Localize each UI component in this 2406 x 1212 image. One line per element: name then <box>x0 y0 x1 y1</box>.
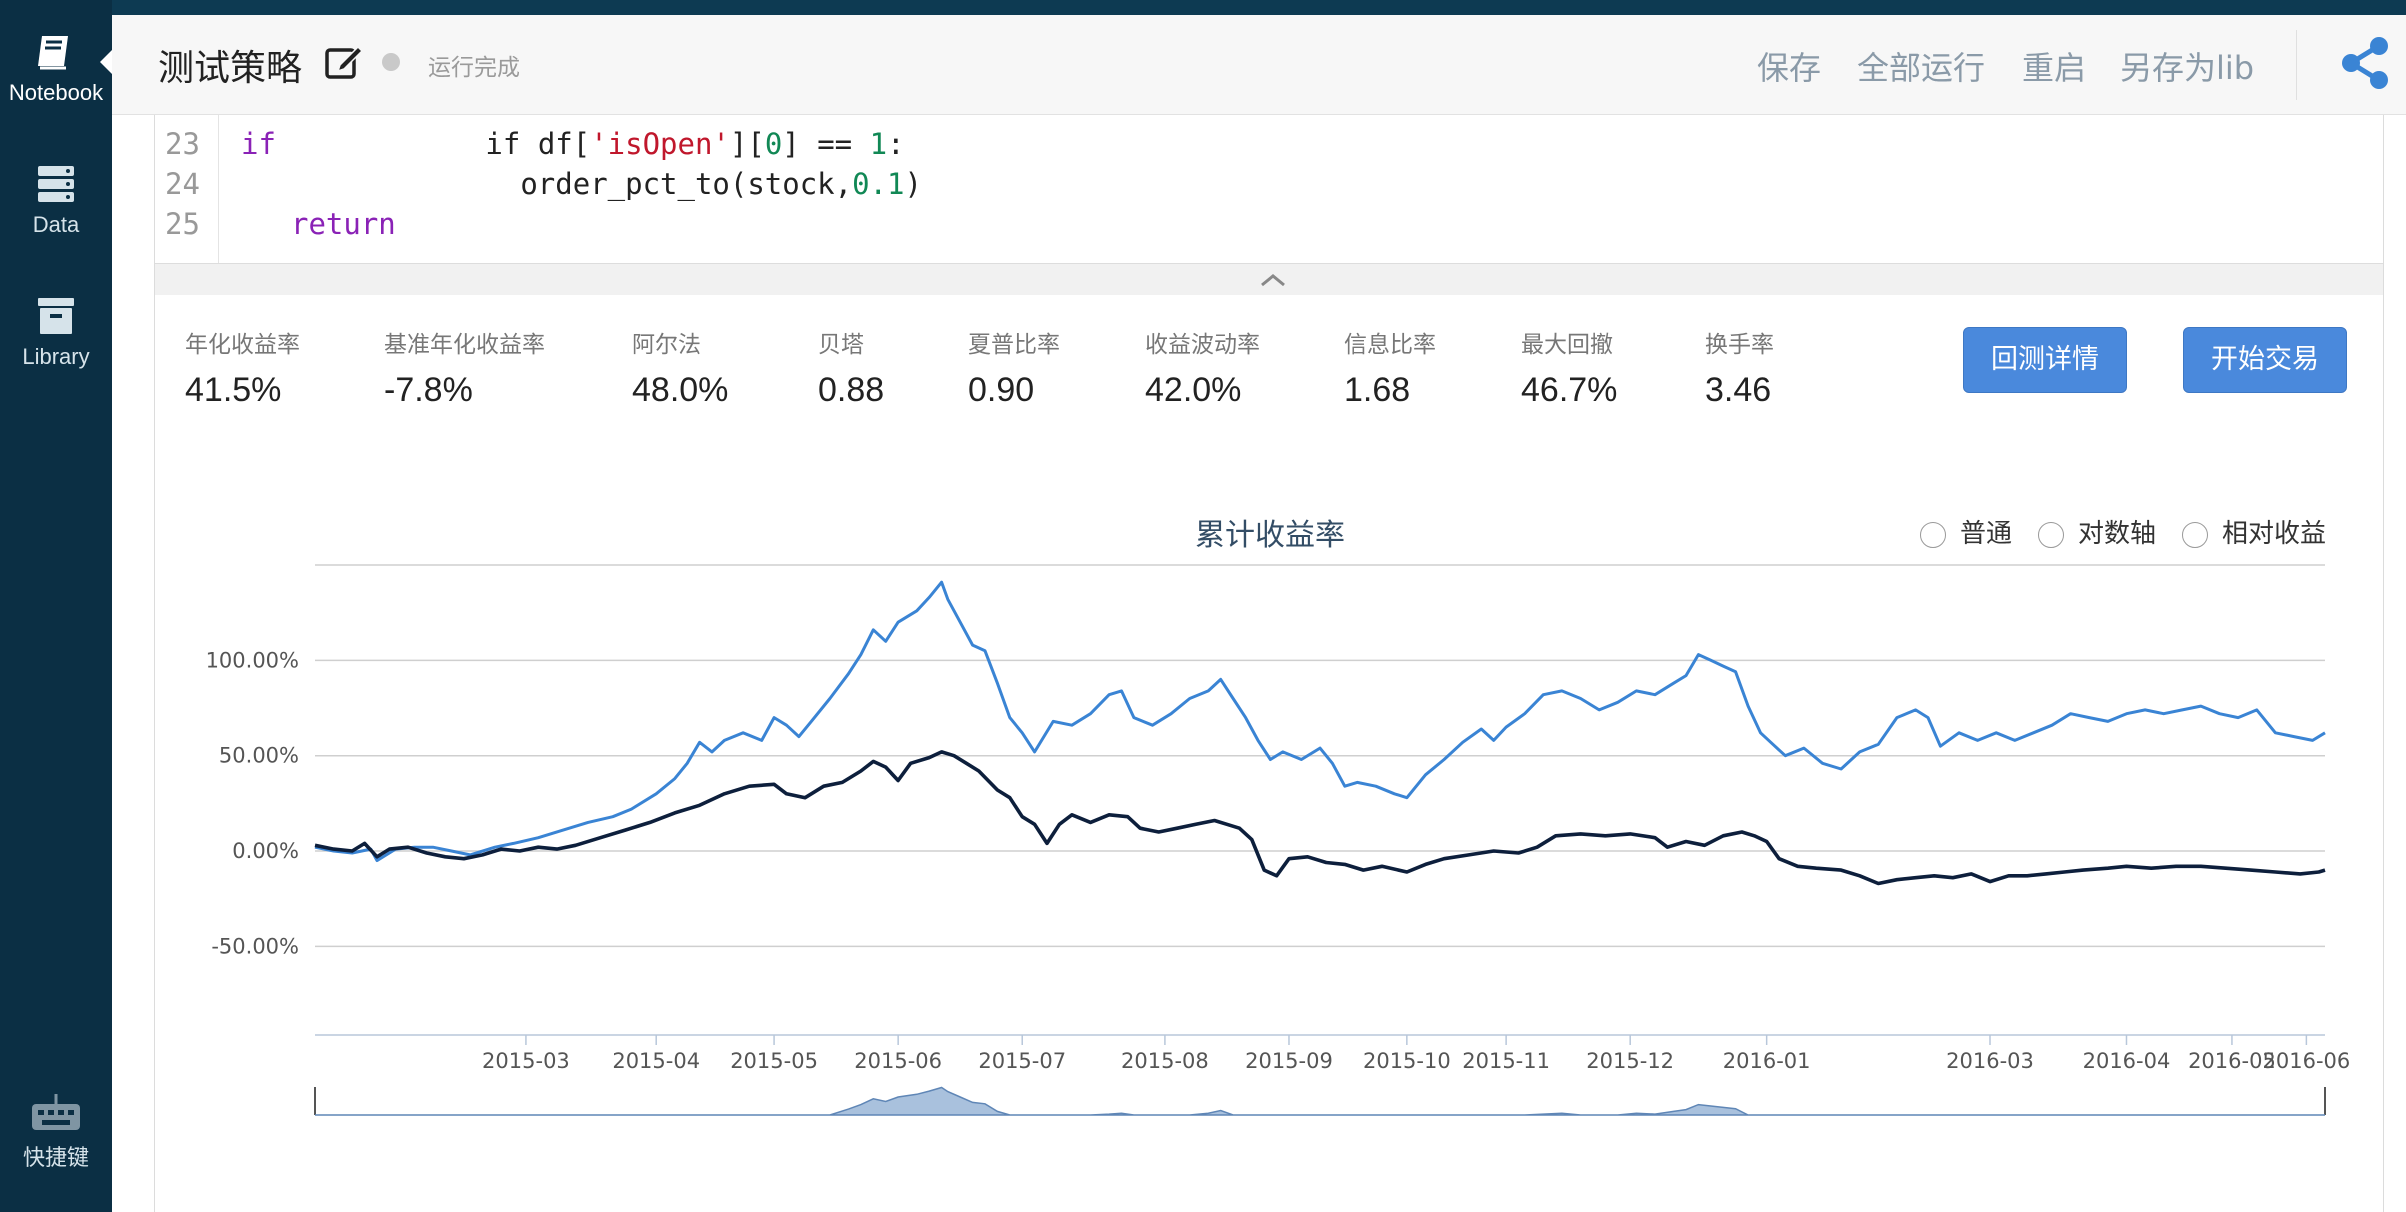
line-number: 23 <box>165 127 200 161</box>
metric-volatility: 收益波动率 42.0% <box>1145 332 1260 409</box>
data-icon <box>38 166 74 202</box>
save-button[interactable]: 保存 <box>1757 49 1822 87</box>
run-status: 运行完成 <box>428 55 520 81</box>
option-relative-return[interactable]: 相对收益 <box>2182 513 2326 550</box>
chevron-up-icon[interactable] <box>1258 272 1288 288</box>
x-tick-label: 2015-06 <box>854 1049 942 1073</box>
radio-icon <box>2182 521 2208 548</box>
x-tick-label: 2015-11 <box>1462 1049 1550 1073</box>
metric-alpha: 阿尔法 48.0% <box>632 332 729 409</box>
sidebar-item-shortcuts[interactable]: 快捷键 <box>0 1090 112 1172</box>
code-line: order_pct_to(stock,0.1) <box>241 167 922 201</box>
start-trading-button[interactable]: 开始交易 <box>2183 327 2347 393</box>
sidebar-item-label: Library <box>22 344 90 369</box>
metric-sharpe: 夏普比率 0.90 <box>968 332 1060 409</box>
library-icon <box>38 298 74 334</box>
collapse-bar[interactable] <box>154 263 2384 295</box>
run-all-button[interactable]: 全部运行 <box>1857 49 1986 87</box>
line-number: 24 <box>165 167 200 201</box>
header-divider <box>2296 30 2297 100</box>
y-tick-label: 0.00% <box>232 839 299 863</box>
y-tick-label: -50.00% <box>211 934 299 958</box>
x-tick-label: 2015-08 <box>1121 1049 1209 1073</box>
chart-title: 累计收益率 <box>1195 518 1345 553</box>
x-tick-label: 2016-05 <box>2188 1049 2276 1073</box>
option-normal[interactable]: 普通 <box>1920 513 2012 550</box>
line-gutter <box>155 115 219 263</box>
active-indicator <box>100 48 114 76</box>
option-log-axis[interactable]: 对数轴 <box>2038 513 2156 550</box>
x-tick-label: 2016-04 <box>2083 1049 2171 1073</box>
backtest-panel: 年化收益率 41.5% 基准年化收益率 -7.8% 阿尔法 48.0% 贝塔 0.88 … <box>154 295 2384 1212</box>
keyboard-icon <box>32 1094 80 1130</box>
metric-information-ratio: 信息比率 1.68 <box>1344 332 1436 409</box>
metric-annual-return: 年化收益率 41.5% <box>185 332 300 409</box>
edit-icon[interactable] <box>324 43 364 81</box>
code-line: if if df['isOpen'][0] == 1: <box>241 127 905 161</box>
y-tick-label: 50.00% <box>219 744 299 768</box>
cumulative-return-chart[interactable]: 100.00% 50.00% 0.00% -50.00% 2015-03 2015-04 2… <box>155 555 2385 1212</box>
page-title: 测试策略 <box>158 48 303 89</box>
metric-max-drawdown: 最大回撤 46.7% <box>1521 332 1618 409</box>
code-line: return <box>291 207 396 241</box>
share-icon[interactable] <box>2337 33 2393 93</box>
x-tick-label: 2016-03 <box>1946 1049 2034 1073</box>
backtest-detail-button[interactable]: 回测详情 <box>1963 327 2127 393</box>
radio-icon <box>2038 521 2064 548</box>
x-tick-label: 2015-09 <box>1245 1049 1333 1073</box>
x-tick-label: 2016-01 <box>1723 1049 1811 1073</box>
x-tick-label: 2016-06 <box>2263 1049 2351 1073</box>
sidebar-item-label: 快捷键 <box>22 1145 89 1170</box>
top-strip <box>0 0 2406 15</box>
sidebar-item-data[interactable]: Data <box>0 162 112 238</box>
x-tick-label: 2015-07 <box>978 1049 1066 1073</box>
sidebar-item-library[interactable]: Library <box>0 294 112 370</box>
radio-icon <box>1920 521 1946 548</box>
series-line-0 <box>314 580 2326 863</box>
metric-benchmark-return: 基准年化收益率 -7.8% <box>384 332 545 409</box>
metric-turnover: 换手率 3.46 <box>1705 332 1774 409</box>
sidebar-item-label: Notebook <box>8 80 104 105</box>
sidebar-item-label: Data <box>32 212 80 237</box>
x-tick-label: 2015-04 <box>612 1049 700 1073</box>
series-line-1 <box>314 750 2326 886</box>
notebook-header: 测试策略 运行完成 保存 全部运行 重启 另存为lib <box>112 15 2406 115</box>
line-number: 25 <box>165 207 200 241</box>
x-tick-label: 2015-10 <box>1363 1049 1451 1073</box>
restart-button[interactable]: 重启 <box>2022 49 2087 87</box>
code-cell[interactable]: 23 if if df['isOpen'][0] == 1: 24 order_… <box>154 115 2384 263</box>
y-tick-label: 100.00% <box>206 648 299 672</box>
save-as-lib-button[interactable]: 另存为lib <box>2120 49 2255 87</box>
navigator-series <box>315 1086 2325 1116</box>
metric-beta: 贝塔 0.88 <box>818 332 885 409</box>
x-tick-label: 2015-05 <box>730 1049 818 1073</box>
notebook-icon <box>38 36 68 70</box>
sidebar-item-notebook[interactable]: Notebook <box>0 30 112 106</box>
x-tick-label: 2015-03 <box>482 1049 570 1073</box>
x-tick-label: 2015-12 <box>1586 1049 1674 1073</box>
sidebar: Notebook Data Library 快捷键 <box>0 0 114 1212</box>
status-indicator-icon <box>382 53 400 71</box>
